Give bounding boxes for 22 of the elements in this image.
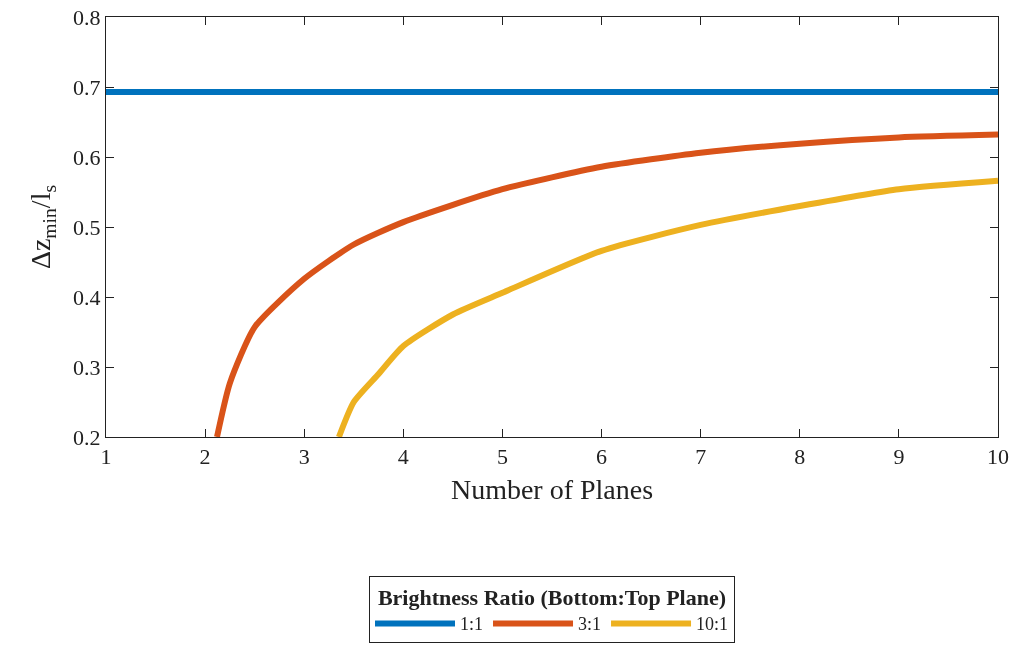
x-tick-label: 4 [397,444,409,470]
legend-label: 10:1 [696,614,729,635]
y-tick-label: 0.4 [73,284,101,310]
x-tick-label: 3 [298,444,310,470]
y-tick-label: 0.8 [73,4,101,30]
y-tick-label: 0.6 [73,144,101,170]
x-tick-label: 1 [100,444,112,470]
x-tick-label: 5 [496,444,508,470]
x-tick-label: 6 [596,444,608,470]
legend-label: 3:1 [578,614,602,635]
y-tick-label: 0.5 [73,214,101,240]
y-tick-label: 0.3 [73,354,101,380]
x-tick-label: 8 [794,444,806,470]
x-tick-label: 7 [695,444,707,470]
y-tick-label: 0.2 [73,424,101,450]
x-tick-label: 10 [987,444,1009,470]
x-tick-label: 9 [893,444,905,470]
y-tick-label: 0.7 [73,74,101,100]
x-tick-label: 2 [199,444,211,470]
legend-label: 1:1 [460,614,484,635]
legend-title: Brightness Ratio (Bottom:Top Plane) [377,585,727,611]
x-axis-title: Number of Planes [450,473,654,505]
